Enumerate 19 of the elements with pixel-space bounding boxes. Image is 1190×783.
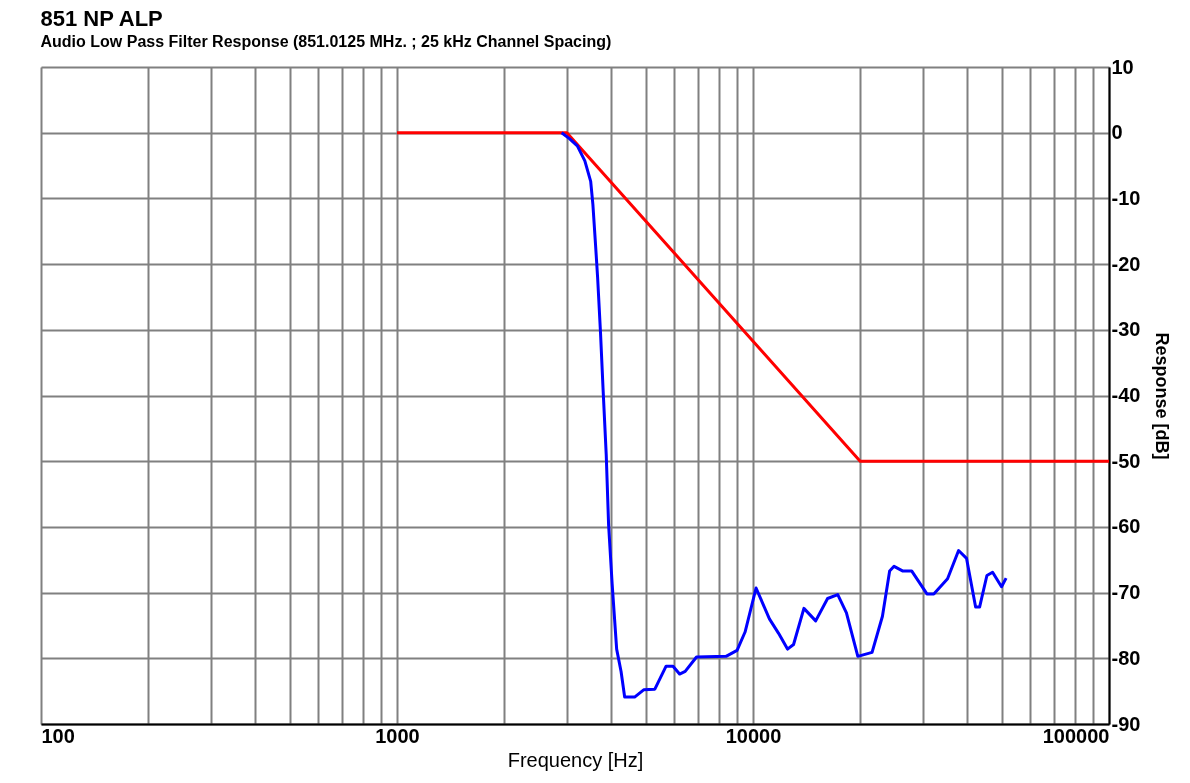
chart-subtitle: Audio Low Pass Filter Response (851.0125 MHz. ; 25 kHz Channel Spacing)	[40, 33, 612, 50]
x-tick-label: 100000	[1042, 724, 1110, 747]
y-tick-label: -50	[1111, 449, 1141, 472]
chart-title: 851 NP ALP	[40, 6, 163, 31]
x-tick-label: 1000	[375, 724, 420, 747]
y-axis-title: Response [dB]	[1152, 332, 1173, 460]
x-axis-title: Frequency [Hz]	[507, 748, 644, 771]
y-tick-label: -40	[1111, 384, 1141, 406]
y-tick-label: -70	[1111, 581, 1141, 604]
y-tick-label: -30	[1111, 318, 1141, 341]
y-tick-label: -90	[1111, 712, 1141, 735]
y-tick-label: -80	[1111, 646, 1141, 669]
y-tick-label: 10	[1111, 55, 1134, 78]
y-tick-label: -60	[1111, 515, 1141, 538]
y-tick-label: 0	[1111, 121, 1123, 144]
x-tick-label: 10000	[725, 724, 782, 747]
x-tick-label: 100	[41, 724, 75, 747]
y-tick-label: -10	[1111, 186, 1141, 209]
y-tick-label: -20	[1111, 252, 1141, 275]
